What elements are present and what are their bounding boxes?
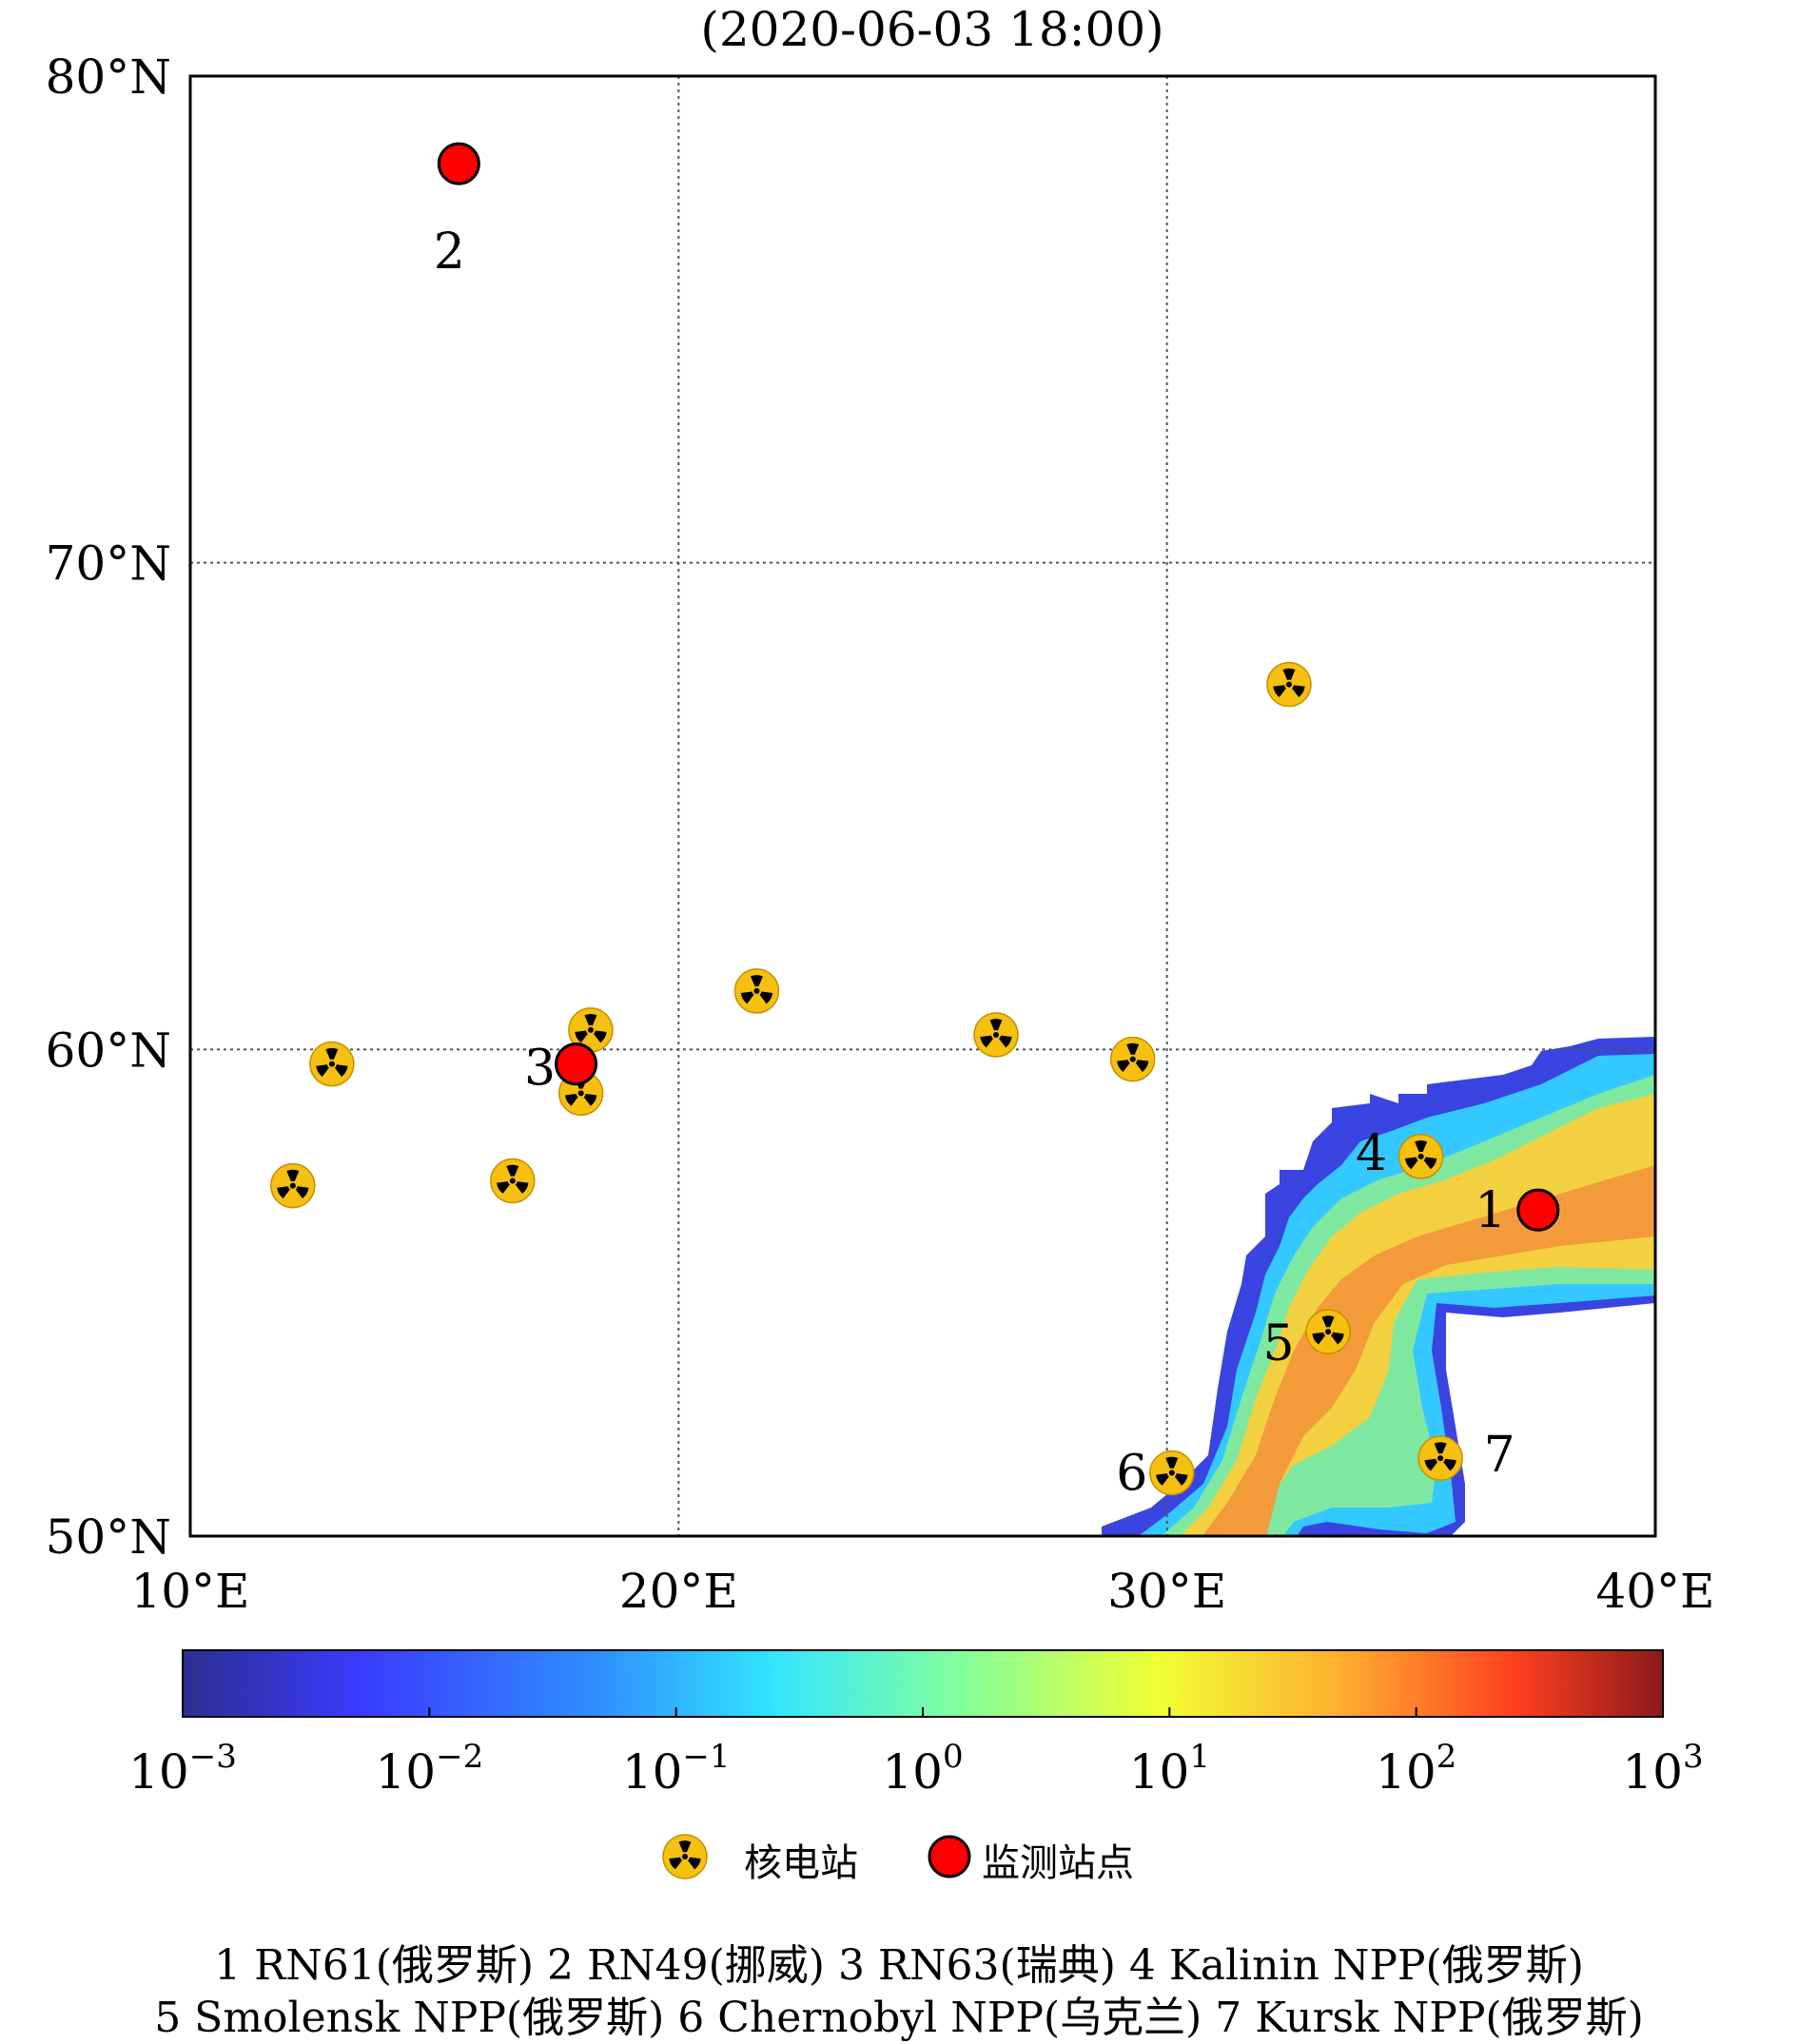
monitoring-stations-layer: 1 2 3 <box>434 142 1560 1239</box>
colorbar-tick-label: 10−3 <box>128 1738 237 1800</box>
colorbar-tick-label: 100 <box>882 1738 963 1800</box>
nuclear-plant-icon <box>1397 1134 1444 1179</box>
caption-line-2: 5 Smolensk NPP(俄罗斯) 6 Chernobyl NPP(乌克兰)… <box>154 1994 1644 2042</box>
lat-tick-label: 50°N <box>46 1509 171 1565</box>
colorbar-tick-label: 10−1 <box>622 1738 731 1800</box>
nuclear-plant-label: 6 <box>1116 1445 1147 1502</box>
nuclear-plant-icon <box>490 1158 536 1204</box>
nuclear-plant-icon <box>973 1012 1019 1058</box>
graticule <box>190 76 1655 1536</box>
monitoring-station-marker <box>437 142 480 185</box>
nuclear-plant-icon <box>1266 661 1312 708</box>
nuclear-plant-icon <box>1109 1036 1156 1082</box>
map-title: (2020-06-03 18:00) <box>700 2 1163 57</box>
legend-station-label: 监测站点 <box>982 1841 1134 1885</box>
nuclear-plant-icon <box>309 1041 355 1087</box>
colorbar-tick-label: 101 <box>1129 1738 1210 1800</box>
lon-tick-label: 10°E <box>130 1564 249 1619</box>
plume-core-layer <box>1202 1165 1655 1536</box>
lon-tick-label: 20°E <box>619 1564 738 1619</box>
legend-plant-label: 核电站 <box>744 1841 858 1885</box>
colorbar <box>182 1649 1664 1718</box>
nuclear-plants-layer: 4 5 6 7 <box>270 661 1515 1502</box>
nuclear-plant-label: 4 <box>1356 1125 1387 1182</box>
plot-frame <box>188 74 1657 1538</box>
nuclear-plant-icon <box>1305 1309 1351 1354</box>
nuclear-plant-label: 5 <box>1263 1315 1295 1372</box>
lon-tick-label: 30°E <box>1107 1564 1226 1619</box>
colorbar-tick-label: 102 <box>1376 1738 1456 1800</box>
monitoring-station-label: 1 <box>1475 1182 1506 1239</box>
lat-tick-label: 60°N <box>46 1022 171 1078</box>
axis-tick-labels: 10°E 20°E 30°E 40°E 80°N 70°N 60°N 50°N <box>46 49 1715 1619</box>
legend-plant-icon <box>662 1834 708 1879</box>
colorbar-tick-label: 103 <box>1622 1738 1703 1800</box>
colorbar-tick-label: 10−2 <box>375 1738 483 1800</box>
lon-tick-label: 40°E <box>1595 1564 1714 1619</box>
monitoring-station-label: 3 <box>524 1041 556 1098</box>
nuclear-plant-icon <box>1149 1450 1195 1496</box>
monitoring-station-marker <box>1516 1188 1560 1232</box>
nuclear-plant-label: 7 <box>1484 1427 1515 1484</box>
monitoring-station-label: 2 <box>434 224 465 281</box>
nuclear-plant-icon <box>1417 1435 1463 1481</box>
colorbar-ticks: 10−3 10−2 10−1 100 101 102 103 <box>128 1707 1704 1800</box>
nuclear-plant-icon <box>733 968 780 1014</box>
monitoring-station-marker <box>555 1042 598 1086</box>
nuclear-plant-icon <box>270 1162 316 1209</box>
lat-tick-label: 70°N <box>46 536 171 592</box>
lat-tick-label: 80°N <box>46 49 171 105</box>
caption-line-1: 1 RN61(俄罗斯) 2 RN49(挪威) 3 RN63(瑞典) 4 Kali… <box>214 1941 1584 1990</box>
legend-station-icon <box>928 1835 971 1879</box>
